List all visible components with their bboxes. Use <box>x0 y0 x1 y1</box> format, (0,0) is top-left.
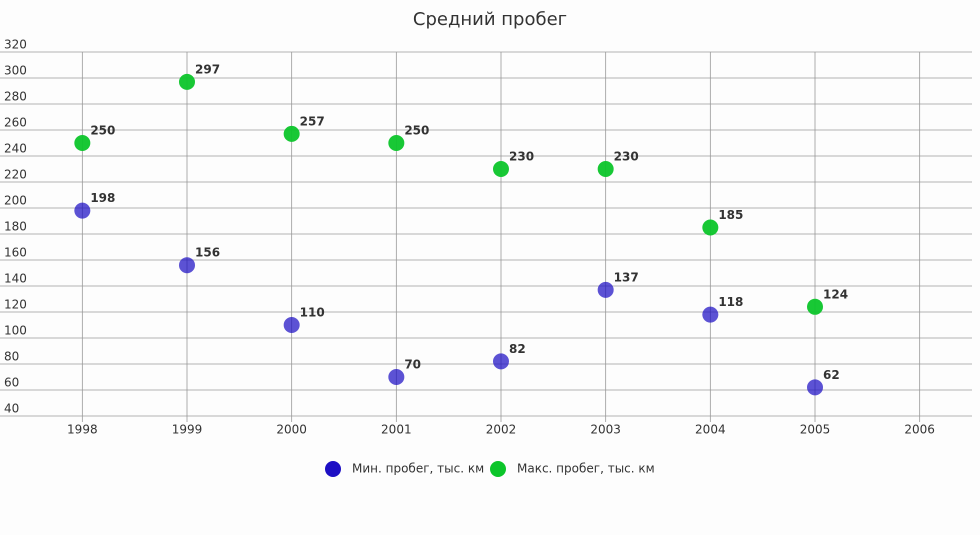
x-tick-label: 2001 <box>381 423 412 437</box>
data-label: 185 <box>718 208 743 222</box>
legend-marker <box>325 461 341 477</box>
data-label: 110 <box>300 306 325 320</box>
y-tick-label: 260 <box>4 116 27 130</box>
x-tick-label: 2000 <box>276 423 307 437</box>
point <box>702 219 719 236</box>
chart-title: Средний пробег <box>413 9 567 30</box>
y-tick-label: 80 <box>4 350 19 364</box>
y-tick-label: 300 <box>4 64 27 78</box>
x-tick-label: 2004 <box>695 423 726 437</box>
point <box>179 73 195 90</box>
legend-label: Макс. пробег, тыс. км <box>517 462 655 476</box>
x-tick-label: 1999 <box>172 423 203 437</box>
y-tick-label: 200 <box>4 194 27 208</box>
y-tick-label: 140 <box>4 272 27 286</box>
point <box>807 379 823 396</box>
x-tick-label: 2002 <box>486 423 517 437</box>
point <box>807 298 823 315</box>
point <box>493 161 509 177</box>
legend-label: Мин. пробег, тыс. км <box>352 462 484 476</box>
x-tick-label: 2006 <box>904 423 935 437</box>
point <box>74 135 91 151</box>
y-tick-label: 100 <box>4 324 27 338</box>
point <box>388 369 405 385</box>
point <box>283 125 300 142</box>
y-tick-label: 60 <box>4 376 19 390</box>
data-label: 62 <box>823 368 840 382</box>
y-tick-label: 280 <box>4 90 27 104</box>
point <box>74 202 91 219</box>
point <box>283 317 300 333</box>
data-label: 118 <box>718 295 743 309</box>
y-tick-label: 320 <box>4 38 27 52</box>
data-label: 82 <box>509 342 526 356</box>
data-label: 70 <box>404 358 421 372</box>
y-tick-label: 240 <box>4 142 27 156</box>
point <box>597 281 614 298</box>
data-label: 124 <box>823 287 848 301</box>
x-tick-label: 1998 <box>67 423 98 437</box>
data-label: 137 <box>614 270 639 284</box>
data-label: 230 <box>614 150 639 164</box>
data-label: 250 <box>404 124 429 138</box>
legend-marker <box>490 461 506 477</box>
data-label: 230 <box>509 150 534 164</box>
data-label: 257 <box>300 114 325 128</box>
y-tick-label: 160 <box>4 246 27 260</box>
y-tick-label: 180 <box>4 220 27 234</box>
data-label: 198 <box>90 191 115 205</box>
point <box>179 257 195 274</box>
x-tick-label: 2003 <box>590 423 621 437</box>
x-tick-label: 2005 <box>800 423 831 437</box>
point <box>702 306 719 323</box>
y-tick-label: 40 <box>4 402 19 416</box>
y-tick-label: 220 <box>4 168 27 182</box>
data-label: 250 <box>90 124 115 138</box>
point <box>493 353 509 370</box>
point <box>388 135 405 151</box>
y-tick-label: 120 <box>4 298 27 312</box>
data-label: 156 <box>195 246 220 260</box>
data-label: 297 <box>195 62 220 76</box>
point <box>597 161 614 177</box>
